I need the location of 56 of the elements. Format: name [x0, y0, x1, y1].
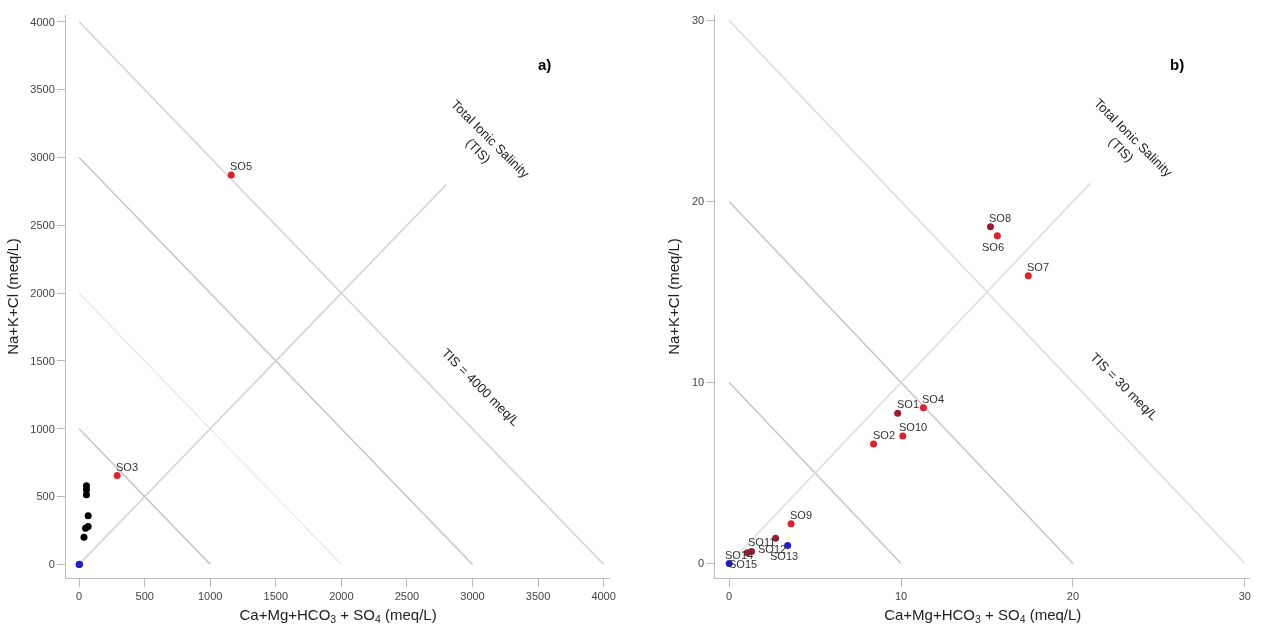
point — [899, 432, 907, 440]
point — [919, 404, 927, 412]
annotation: SO8 — [989, 212, 1012, 224]
y-tick-label: 20 — [691, 195, 705, 208]
point — [84, 512, 92, 520]
x-tick-label: 2500 — [394, 590, 420, 603]
point — [986, 223, 994, 231]
x-tick-label: 0 — [76, 590, 83, 603]
point — [993, 232, 1001, 240]
annotation: SO6 — [982, 241, 1005, 253]
y-tick-label: 4000 — [30, 15, 55, 28]
x-tick-label: 2000 — [329, 590, 354, 603]
point — [82, 491, 90, 499]
point — [227, 171, 235, 179]
x-tick-label: 1000 — [198, 590, 223, 603]
y-tick-label: 2500 — [30, 219, 55, 232]
annotation: SO10 — [899, 421, 928, 433]
annotation: SO3 — [116, 461, 139, 473]
text: a) — [538, 56, 552, 73]
annotation: SO2 — [873, 429, 896, 441]
y-tick-label: 2000 — [30, 286, 55, 299]
x-axis-title: Ca+Mg+HCO$_{3}$ + SO$_{4}$ (meq/L) — [884, 606, 1082, 626]
point — [894, 409, 902, 417]
annotation: SO9 — [790, 509, 813, 521]
annotation: SO1 — [897, 398, 920, 410]
x-tick-label: 30 — [1238, 590, 1251, 603]
text: b) — [1170, 56, 1185, 73]
y-tick-label: 3500 — [30, 83, 55, 96]
x-tick-label: 1500 — [263, 590, 289, 603]
x-tick-label: 4000 — [591, 590, 616, 603]
x-tick-label: 20 — [1066, 590, 1080, 603]
y-tick-label: 30 — [691, 14, 705, 27]
y-tick-label: 0 — [698, 557, 705, 570]
y-tick-label: 10 — [691, 376, 705, 389]
x-tick-label: 10 — [894, 590, 908, 603]
x-tick-label: 3500 — [525, 590, 551, 603]
annotation: SO14 — [725, 549, 754, 561]
point — [787, 520, 795, 528]
point — [870, 440, 878, 448]
y-tick-label: 1000 — [30, 422, 55, 435]
x-tick-label: 3000 — [460, 590, 485, 603]
y-tick-label: 0 — [48, 558, 55, 571]
y-tick-label: 500 — [36, 490, 55, 503]
point — [80, 533, 88, 541]
point — [1024, 272, 1032, 280]
x-axis-title: Ca+Mg+HCO$_{3}$ + SO$_{4}$ (meq/L) — [239, 606, 437, 626]
point — [113, 472, 121, 480]
x-tick-label: 0 — [726, 590, 733, 603]
annotation: SO7 — [1027, 261, 1050, 273]
annotation: SO4 — [922, 393, 945, 405]
y-tick-label: 1500 — [30, 354, 55, 367]
y-axis-title: Na+K+Cl (meq/L) — [665, 238, 683, 355]
x-tick-label: 500 — [135, 590, 154, 603]
y-tick-label: 3000 — [30, 151, 55, 164]
y-axis-title: Na+K+Cl (meq/L) — [3, 238, 21, 355]
annotation: SO5 — [230, 160, 253, 172]
